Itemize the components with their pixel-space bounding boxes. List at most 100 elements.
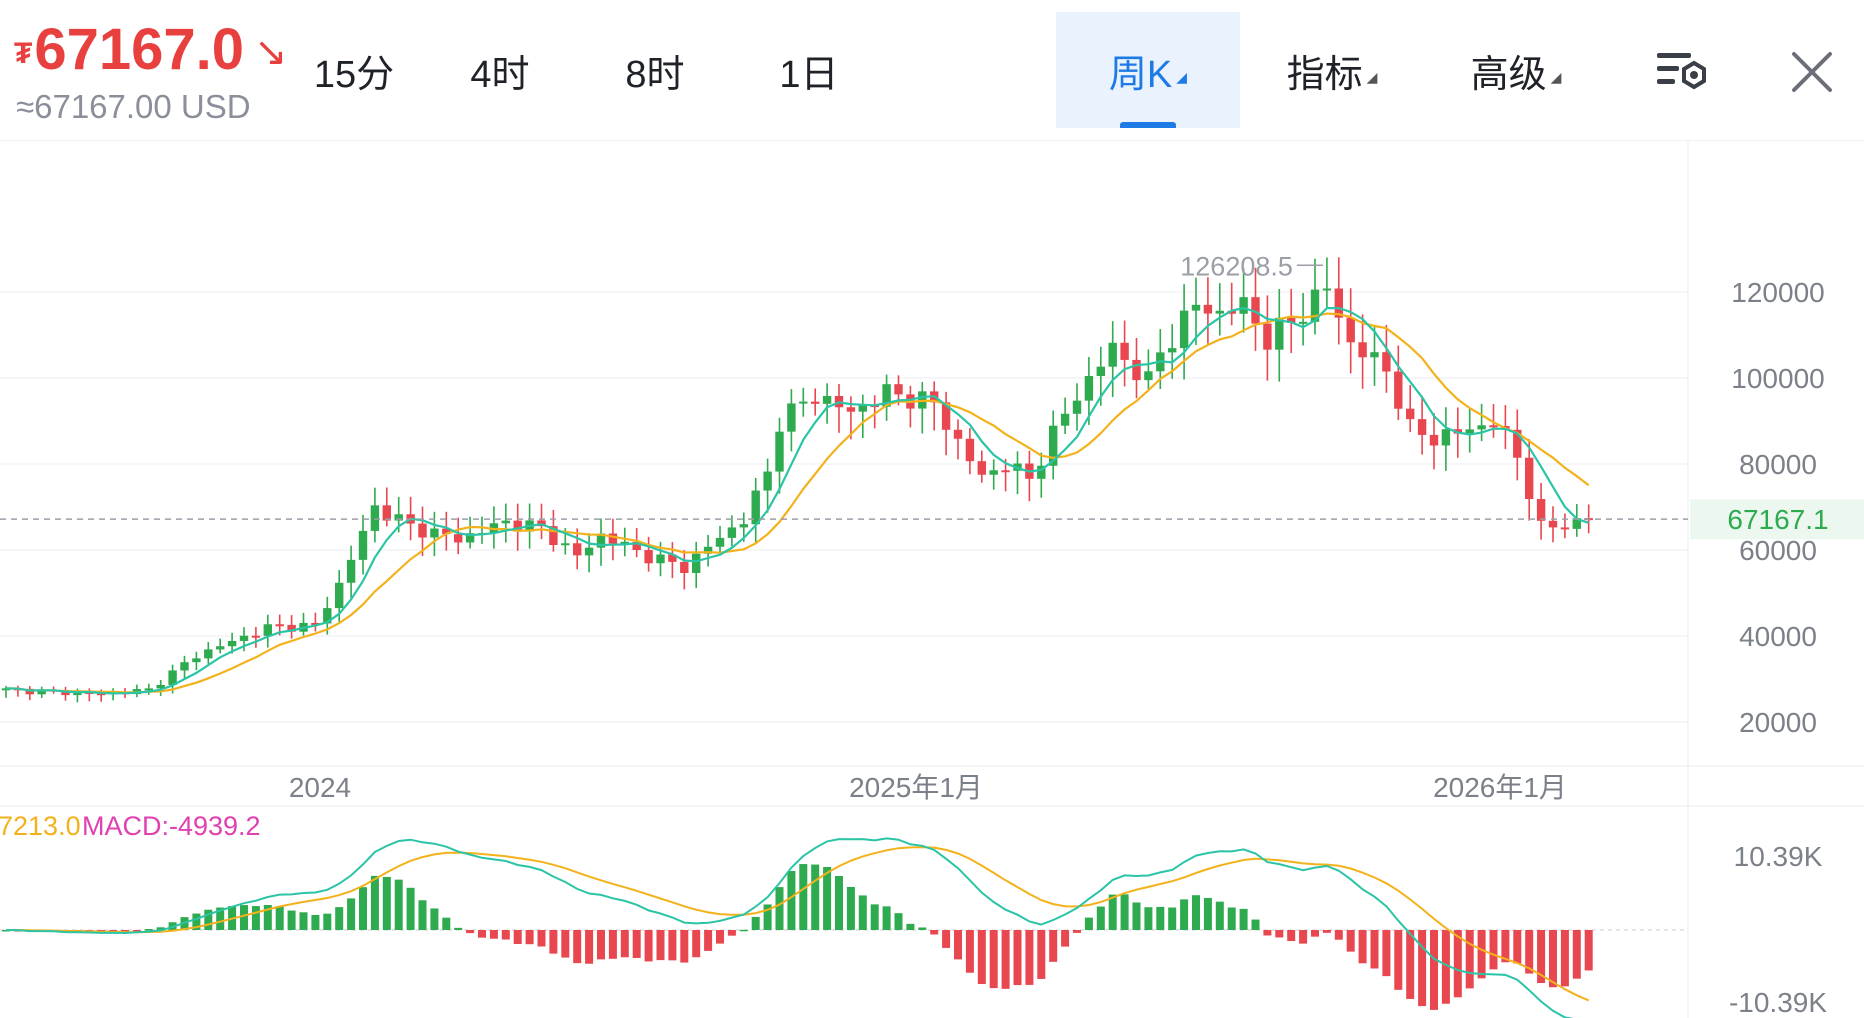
macd-histogram-bar [335, 907, 344, 930]
candle-body [1382, 352, 1391, 372]
macd-histogram-bar [382, 876, 391, 930]
candle-body [394, 514, 403, 521]
dea-line [6, 846, 1590, 1002]
tab-label: 15分 [313, 53, 395, 96]
candle-body [442, 528, 451, 535]
candle-body [763, 471, 772, 491]
candle-body [573, 543, 582, 556]
candle-body [680, 561, 689, 573]
candle-body [1394, 371, 1403, 409]
macd-value-label: MACD:-4939.2 [82, 811, 261, 841]
candle-body [1049, 425, 1058, 466]
macd-histogram-bar [549, 930, 558, 954]
macd-histogram-bar [1073, 930, 1081, 933]
macd-histogram-bar [513, 930, 522, 944]
candle-body [1132, 359, 1141, 381]
tab-weekly[interactable]: 周K ◢ [1056, 12, 1240, 128]
macd-histogram-bar [156, 927, 165, 930]
candle-body [1298, 321, 1308, 324]
macd-histogram-bar [240, 905, 248, 930]
candle-body [335, 582, 344, 609]
candle-body [1489, 425, 1498, 428]
macd-histogram-bar [1180, 899, 1189, 930]
macd-histogram-bar [1132, 902, 1141, 930]
macd-histogram-bar [430, 908, 439, 930]
last-price-tag-label: 67167.1 [1727, 504, 1828, 535]
candle-body [1203, 304, 1213, 314]
macd-histogram-bar [1144, 907, 1153, 930]
candle-body [216, 646, 225, 650]
tab-4h[interactable]: 4时 [408, 12, 592, 128]
macd-histogram-bar [1061, 930, 1070, 947]
candle-body [168, 670, 177, 685]
macd-histogram-bar [1465, 930, 1474, 989]
macd-histogram-bar [930, 930, 939, 935]
tab-indicators[interactable]: 指标 ◢ [1240, 12, 1424, 128]
macd-histogram-bar [870, 904, 879, 930]
candle-body [1084, 376, 1094, 401]
macd-histogram-bar [287, 910, 296, 930]
candle-body [739, 524, 748, 528]
close-icon[interactable] [1784, 44, 1840, 100]
macd-histogram-bar [692, 930, 701, 958]
macd-histogram-bar [727, 930, 736, 936]
candle-body [596, 533, 606, 548]
macd-histogram-bar [787, 870, 796, 930]
candle-body [977, 461, 986, 475]
macd-histogram-bar [1311, 930, 1319, 937]
macd-histogram-bar [894, 913, 903, 930]
macd-histogram-bar [1251, 919, 1260, 930]
last-price-tag [1690, 499, 1864, 540]
candle-body [727, 527, 737, 538]
candle-body [1096, 366, 1105, 377]
tab-1d[interactable]: 1日 [717, 12, 901, 128]
dea-value-label: 7213.0 [0, 811, 81, 841]
tab-label: 1日 [779, 53, 839, 96]
macd-histogram-bar [561, 930, 570, 958]
candle-body [1370, 352, 1379, 358]
candle-body [692, 553, 701, 573]
chart-settings-icon[interactable] [1652, 42, 1712, 102]
candle-body [287, 624, 296, 632]
dropdown-triangle-icon: ◢ [1550, 69, 1562, 85]
macd-histogram-bar [1084, 917, 1093, 930]
macd-histogram-bar [394, 879, 403, 930]
candle-body [73, 692, 82, 696]
macd-histogram-bar [799, 864, 808, 930]
y-tick-label: 60000 [1739, 535, 1817, 566]
macd-histogram-bar [1537, 930, 1546, 984]
macd-histogram-bar [1572, 930, 1581, 979]
macd-histogram-bar [775, 887, 784, 930]
macd-histogram-bar [965, 930, 974, 973]
candle-body [311, 622, 320, 625]
tab-8h[interactable]: 8时 [563, 12, 747, 128]
candle-body [775, 431, 784, 472]
candle-body [620, 541, 629, 544]
macd-histogram-bar [680, 930, 689, 963]
macd-histogram-bar [644, 930, 653, 962]
tab-15min[interactable]: 15分 [262, 12, 446, 128]
macd-histogram-bar [263, 905, 272, 930]
macd-histogram-bar [1049, 930, 1058, 962]
macd-histogram-bar [537, 930, 546, 947]
macd-histogram-bar [1489, 930, 1498, 970]
macd-histogram-bar [1168, 907, 1177, 930]
candle-body [656, 554, 665, 564]
macd-histogram-bar [1406, 930, 1415, 999]
candle-body [584, 547, 594, 556]
candle-body [846, 407, 856, 412]
macd-histogram-bar [1453, 930, 1462, 998]
macd-histogram-bar [585, 930, 594, 964]
candle-body [227, 640, 237, 647]
tab-advanced[interactable]: 高级 ◢ [1424, 12, 1608, 128]
candle-body [787, 403, 796, 432]
candle-body [1239, 297, 1248, 314]
macd-histogram-bar [442, 917, 451, 930]
macd-histogram-bar [1239, 908, 1248, 930]
candle-body [263, 624, 272, 636]
candle-body [1072, 400, 1082, 414]
candle-body [751, 490, 760, 525]
candle-body [1287, 317, 1296, 323]
macd-histogram-bar [1430, 930, 1438, 1010]
